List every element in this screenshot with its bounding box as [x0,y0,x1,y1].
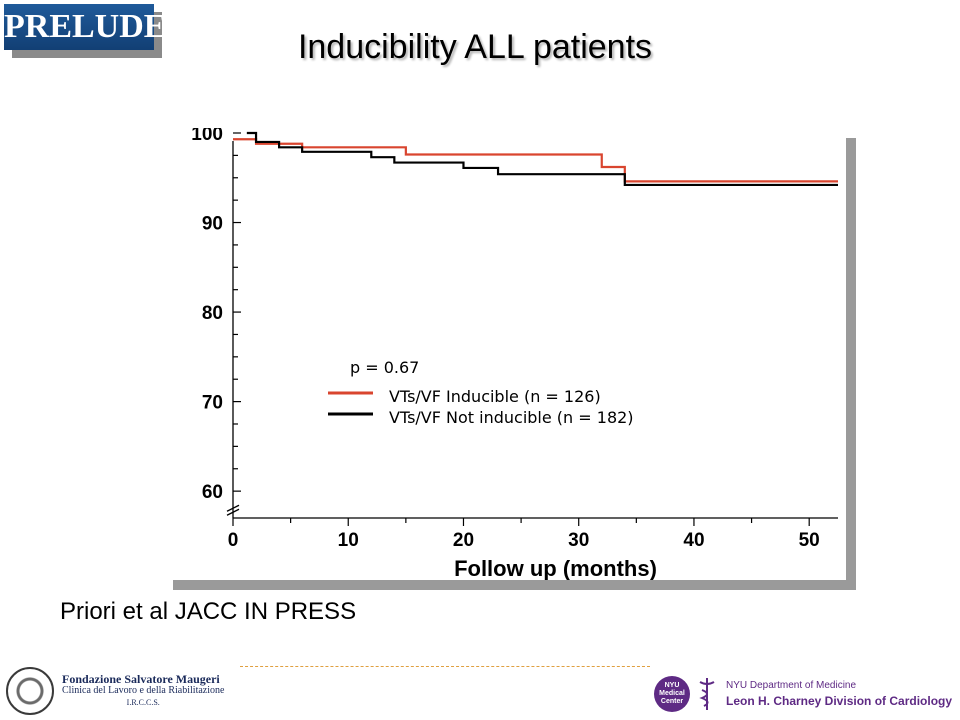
axis-break-mark [226,504,240,512]
nyu-badge: NYU Medical Center [654,676,690,712]
foundation-logo: Fondazione Salvatore Maugeri Clinica del… [0,662,240,720]
slide-title: Inducibility ALL patients [297,28,653,66]
x-tick-label: 30 [568,530,589,551]
y-tick-label: 90 [202,214,223,235]
x-axis-title: Follow up (months) [454,556,657,580]
nyu-department: NYU Department of Medicine [726,680,857,691]
nyu-badge-line1: NYU [664,682,680,689]
x-tick-label: 20 [453,530,474,551]
x-tick-label: 10 [338,530,359,551]
axis-break-mark [226,508,240,516]
y-tick-label: 80 [202,303,223,324]
y-tick-label: 100 [191,128,223,145]
nyu-badge-line3: Center [660,698,684,705]
series-not-inducible-line [246,131,838,187]
x-tick-label: 40 [683,530,704,551]
foundation-text: Fondazione Salvatore Maugeri Clinica del… [62,673,224,709]
prelude-logo: PRELUDE [4,4,166,50]
legend-label: VTs/VF Not inducible (n = 182) [389,408,634,427]
foundation-irccs: I.R.C.C.S. [126,698,160,707]
chart-panel: 60 70 80 90 100 0 10 20 30 40 50 Follow up (months)… [163,128,846,580]
y-tick-label: 70 [202,393,223,414]
y-tick-label: 60 [202,482,223,503]
caduceus-icon [699,678,715,710]
km-chart: 60 70 80 90 100 0 10 20 30 40 50 Follow up (months)… [191,128,838,580]
p-value-annotation: p = 0.67 [350,358,419,377]
foundation-name: Fondazione Salvatore Maugeri [62,672,220,686]
citation: Priori et al JACC IN PRESS [60,598,357,625]
x-tick-label: 0 [228,530,239,551]
foundation-subtitle: Clinica del Lavoro e della Riabilitazion… [62,685,225,696]
nyu-logo: NYU Medical Center NYU Department of Med… [654,672,952,716]
x-tick-label: 50 [799,530,820,551]
nyu-division: Leon H. Charney Division of Cardiology [726,694,953,708]
nyu-text: NYU Department of Medicine Leon H. Charn… [726,679,952,709]
footer-divider [240,666,650,667]
seal-icon [6,667,54,715]
nyu-badge-line2: Medical [659,690,685,697]
legend-label: VTs/VF Inducible (n = 126) [389,387,601,406]
